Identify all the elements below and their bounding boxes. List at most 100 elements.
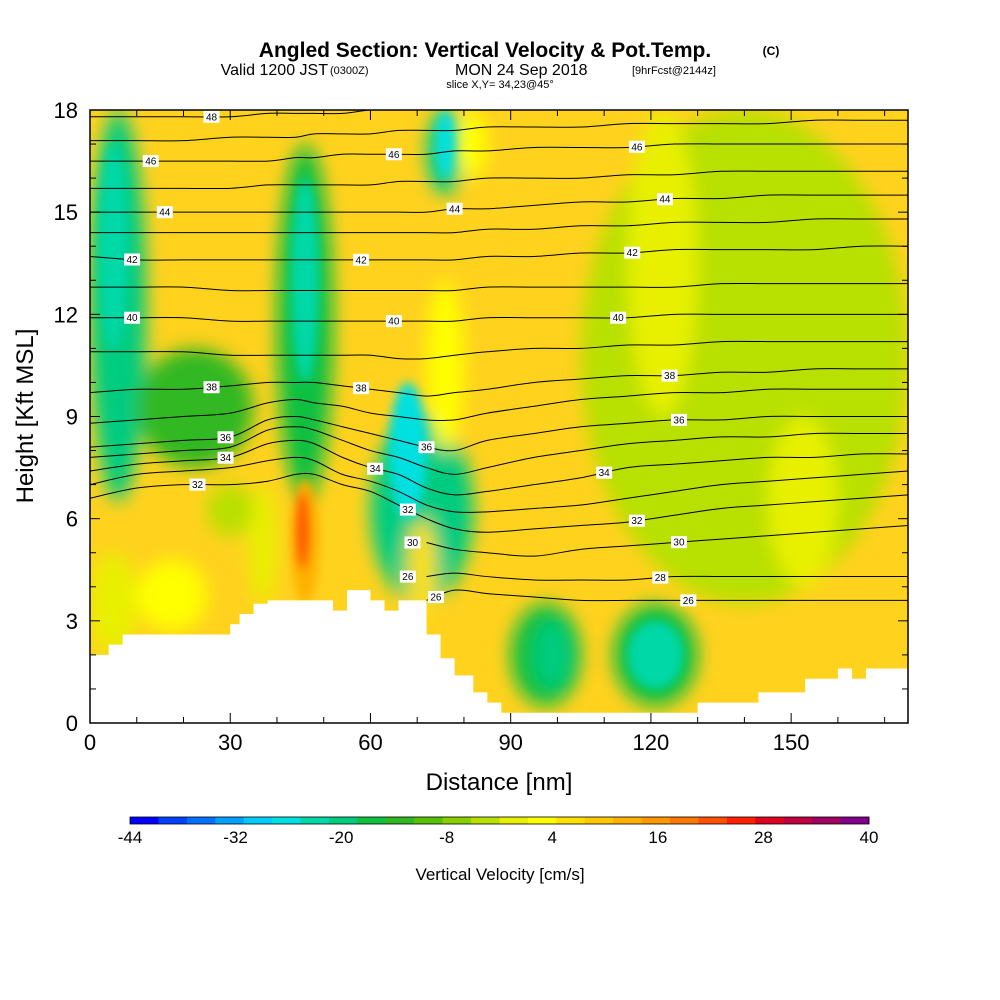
theta-contour-47 xyxy=(90,119,908,142)
contour-label-36-0: 36 xyxy=(217,431,234,444)
colorbar-tick-label: 28 xyxy=(754,828,773,847)
theta-contour-35 xyxy=(90,426,908,475)
contour-label-text: 48 xyxy=(206,112,218,123)
x-axis-label: Distance [nm] xyxy=(426,769,573,796)
valid-time-line: Valid 1200 JST (0300Z) MON 24 Sep 2018 [… xyxy=(221,62,716,79)
contour-label-46-1: 46 xyxy=(385,148,402,161)
contour-label-text: 44 xyxy=(659,195,671,206)
colorbar-tick-labels: -44 -32 -20 -8 4 16 28 40 xyxy=(118,828,879,847)
contour-label-text: 40 xyxy=(388,317,400,328)
colorbar-swatch xyxy=(442,817,472,824)
contour-label-28-1: 28 xyxy=(652,571,669,584)
x-tick-label: 60 xyxy=(358,730,382,755)
contour-label-34-2: 34 xyxy=(596,466,613,479)
y-tick-label: 3 xyxy=(66,609,78,634)
velocity-cell-7 xyxy=(248,484,277,604)
contour-label-38-2: 38 xyxy=(661,369,678,382)
theta-contour-28 xyxy=(426,572,908,581)
theta-contour-30 xyxy=(426,524,908,557)
contour-label-28-0: 26 xyxy=(399,570,416,583)
contour-label-text: 42 xyxy=(127,255,139,266)
colorbar-swatch xyxy=(670,817,699,824)
contour-label-32-1: 32 xyxy=(399,503,416,516)
contour-label-44-2: 44 xyxy=(656,193,673,206)
contour-label-42-1: 42 xyxy=(353,253,370,266)
theta-contour-36 xyxy=(90,415,908,452)
y-tick-label: 18 xyxy=(54,98,78,123)
y-tick-label: 15 xyxy=(54,200,78,225)
theta-contour-32 xyxy=(90,472,908,533)
x-tick-label: 30 xyxy=(218,730,242,755)
contour-label-text: 46 xyxy=(388,150,400,161)
velocity-cell-17 xyxy=(206,484,254,536)
contour-label-text: 40 xyxy=(613,313,625,324)
contour-label-text: 36 xyxy=(220,433,232,444)
colorbar-swatch xyxy=(840,817,870,824)
contour-label-36-1: 36 xyxy=(418,441,435,454)
x-tick-label: 120 xyxy=(633,730,670,755)
colorbar-label: Vertical Velocity [cm/s] xyxy=(415,865,584,884)
velocity-cell-24 xyxy=(767,416,838,587)
x-tick-label: 150 xyxy=(773,730,810,755)
colorbar-swatch xyxy=(584,817,614,824)
chart-title-unit: (C) xyxy=(763,44,780,58)
theta-contour-40 xyxy=(90,313,908,322)
colorbar-swatch xyxy=(130,817,159,824)
contour-label-text: 38 xyxy=(356,384,368,395)
colorbar-tick-label: 40 xyxy=(860,828,879,847)
velocity-cell-22 xyxy=(580,110,908,604)
colorbar-swatch xyxy=(499,817,529,824)
colorbar-swatch xyxy=(726,817,756,824)
contour-label-text: 44 xyxy=(449,204,461,215)
potential-temperature-contours xyxy=(90,110,908,602)
contour-label-30-1: 30 xyxy=(670,536,687,549)
contour-label-text: 26 xyxy=(683,596,695,607)
contour-label-text: 44 xyxy=(159,208,171,219)
contour-label-42-2: 42 xyxy=(624,246,641,259)
colorbar-swatch xyxy=(186,817,216,824)
slice-info: slice X,Y= 34,23@45° xyxy=(446,79,554,91)
contour-label-text: 42 xyxy=(627,248,639,259)
contour-label-38-0: 38 xyxy=(203,381,220,394)
valid-prefix: Valid 1200 JST xyxy=(221,62,329,79)
contour-label-text: 30 xyxy=(407,538,419,549)
contour-label-44-0: 44 xyxy=(156,206,173,219)
velocity-cell-1 xyxy=(99,144,128,349)
contour-label-text: 34 xyxy=(220,453,232,464)
theta-contour-41 xyxy=(90,282,908,292)
contour-label-text: 26 xyxy=(430,592,442,603)
theta-contour-38 xyxy=(90,368,908,397)
theta-contour-26 xyxy=(426,589,908,602)
contour-label-text: 34 xyxy=(370,464,382,475)
contour-label-40-1: 40 xyxy=(385,315,402,328)
x-tick-label: 0 xyxy=(84,730,96,755)
colorbar-swatch xyxy=(158,817,188,824)
colorbar-tick-label: 16 xyxy=(648,828,667,847)
contour-label-48-0: 48 xyxy=(203,110,220,123)
contour-label-text: 32 xyxy=(402,505,414,516)
contour-label-36-2: 36 xyxy=(670,413,687,426)
plot-area: 26 26 26 28 30 30 32 32 32 34 34 34 36 36 36 38 38 38 40 40… xyxy=(90,110,908,723)
y-tick-label: 9 xyxy=(66,405,78,430)
valid-utc: (0300Z) xyxy=(330,65,369,77)
colorbar-frame xyxy=(129,816,870,825)
velocity-cell-13 xyxy=(435,110,455,179)
contour-label-text: 38 xyxy=(206,383,218,394)
colorbar-swatch xyxy=(471,817,500,824)
theta-contour-42 xyxy=(90,245,908,261)
theta-contour-44 xyxy=(90,194,908,213)
colorbar-swatch xyxy=(300,817,330,824)
velocity-cell-23 xyxy=(627,110,698,417)
y-tick-label: 6 xyxy=(66,507,78,532)
colorbar-swatch xyxy=(272,817,302,824)
colorbar-swatch xyxy=(812,817,842,824)
velocity-cell-6 xyxy=(295,491,310,570)
colorbar-swatch xyxy=(556,817,586,824)
colorbar-tick-label: -32 xyxy=(223,828,248,847)
contour-label-46-2: 46 xyxy=(628,140,645,153)
contour-label-40-0: 40 xyxy=(124,311,141,324)
contour-label-text: 28 xyxy=(655,573,667,584)
theta-contour-34 xyxy=(90,439,908,496)
y-tick-label: 0 xyxy=(66,711,78,736)
